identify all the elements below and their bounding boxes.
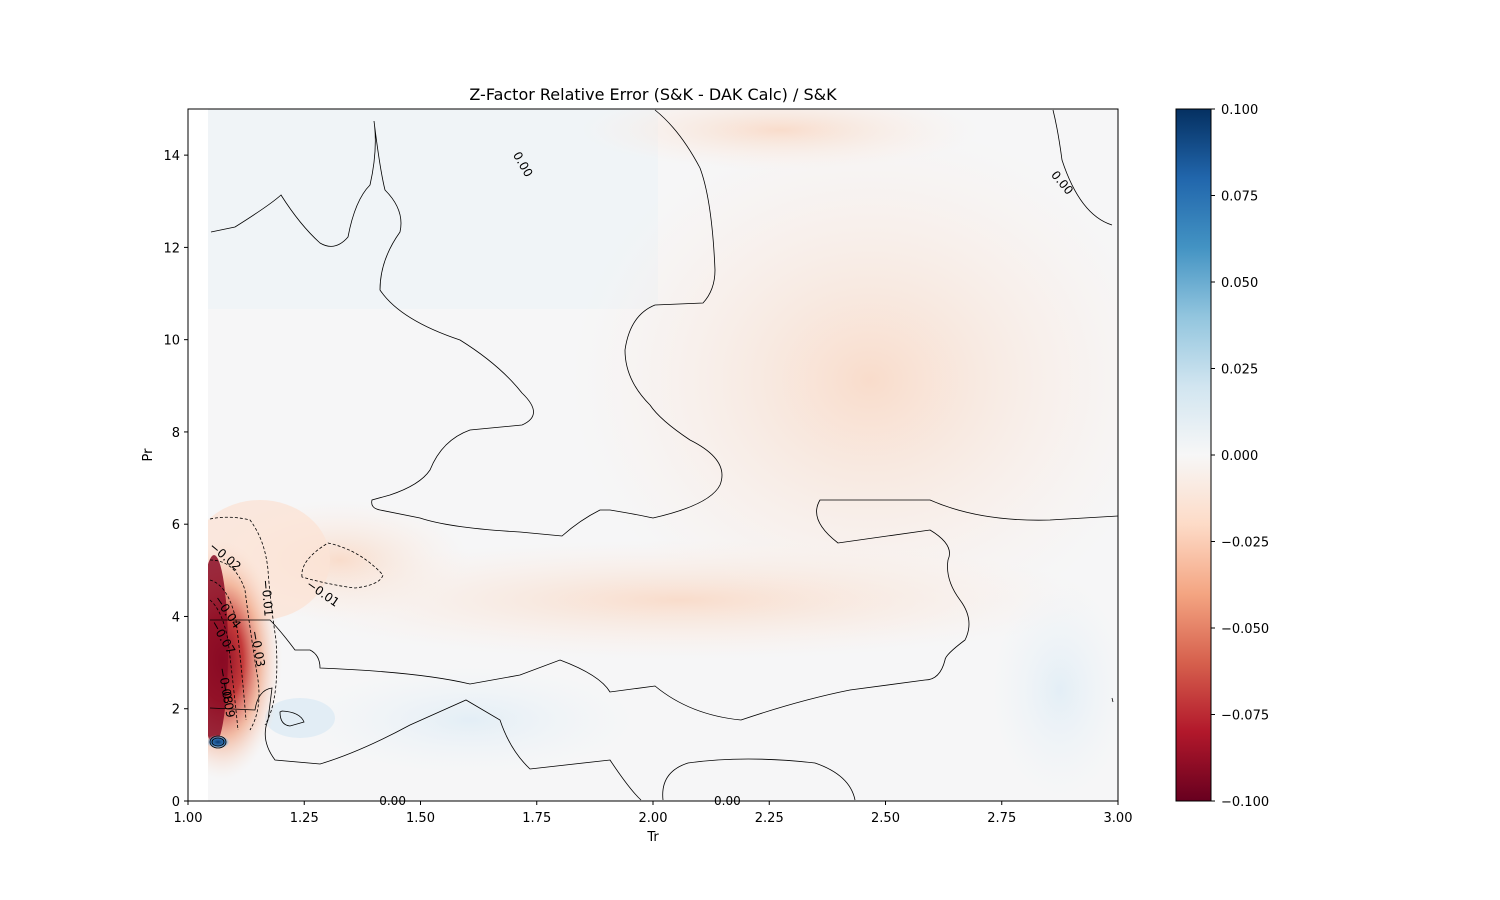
colorbar-tick-label: 0.000 [1221, 449, 1258, 464]
colorbar [1175, 108, 1212, 802]
y-tick-label: 14 [163, 149, 180, 164]
colorbar-tick-label: 0.075 [1221, 190, 1258, 205]
x-tick-label: 1.75 [522, 811, 551, 826]
y-tick-label: 8 [172, 426, 180, 441]
contour-pos-ring-b [211, 737, 225, 747]
heatmap-field [188, 109, 1118, 801]
contour-label: −0.09 [217, 680, 237, 719]
contour-zero-bottom [662, 758, 856, 801]
y-axis-ticks: 0 2 4 6 8 10 12 14 [163, 149, 188, 810]
y-tick-label: 0 [172, 795, 180, 810]
x-tick-label: 1.50 [406, 811, 435, 826]
contour-zero-upper [210, 109, 723, 537]
x-tick-label: 1.25 [290, 811, 319, 826]
y-tick-label: 10 [163, 334, 180, 349]
contour-pos-ring-a [209, 735, 227, 749]
contour-neg-005 [209, 599, 239, 731]
contour-label: −0.01 [258, 579, 275, 617]
contour-label: −0.03 [248, 629, 268, 668]
colorbar-tick-label: 0.050 [1221, 276, 1258, 291]
x-tick-label: 2.25 [755, 811, 784, 826]
x-axis-ticks: 1.00 1.25 1.50 1.75 2.00 2.25 2.50 2.75 3.00 [174, 801, 1133, 826]
colorbar-tick-label: 0.100 [1221, 103, 1258, 118]
contour-lines [209, 109, 1118, 801]
y-tick-label: 12 [163, 241, 180, 256]
x-tick-label: 1.00 [174, 811, 203, 826]
x-tick-label: 2.00 [639, 811, 668, 826]
contour-neg-002 [209, 516, 278, 726]
chart-title: Z-Factor Relative Error (S&K - DAK Calc)… [469, 85, 837, 104]
contour-zero-lower [209, 687, 642, 801]
contour-zero-right [1052, 109, 1113, 226]
x-tick-label: 3.00 [1104, 811, 1133, 826]
contour-neg-001 [301, 542, 384, 589]
contour-zero-blob [279, 710, 305, 727]
x-axis-label: Tr [646, 830, 659, 845]
colorbar-ticks: 0.100 0.075 0.050 0.025 0.000 −0.025 −0.050 −0.… [1211, 103, 1269, 810]
contour-label: −0.08 [215, 666, 235, 705]
contour-neg-003 [209, 559, 260, 731]
colorbar-tick-label: −0.100 [1221, 795, 1269, 810]
x-tick-label: 2.75 [987, 811, 1016, 826]
contour-small-right [1111, 697, 1114, 703]
colorbar-tick-label: −0.050 [1221, 622, 1269, 637]
colorbar-tick-label: −0.025 [1221, 536, 1269, 551]
contour-zero-middle [210, 499, 1118, 721]
y-axis-label: Pr [141, 448, 156, 462]
y-tick-label: 6 [172, 518, 180, 533]
x-tick-label: 2.50 [871, 811, 900, 826]
y-tick-label: 4 [172, 610, 180, 625]
y-tick-label: 2 [172, 703, 180, 718]
colorbar-tick-label: 0.025 [1221, 363, 1258, 378]
colorbar-tick-label: −0.075 [1221, 709, 1269, 724]
